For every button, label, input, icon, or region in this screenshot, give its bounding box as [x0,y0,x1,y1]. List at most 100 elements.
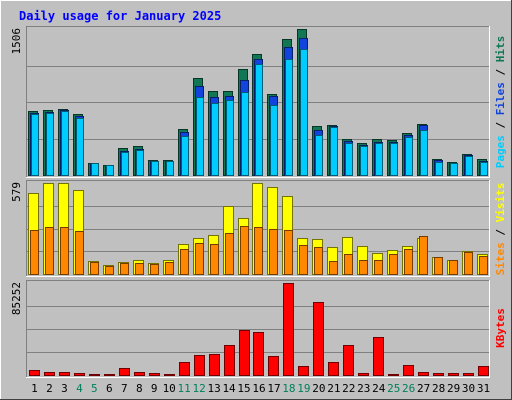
day-label: 11 [178,382,191,395]
bar-kbytes-day-1 [29,370,40,376]
bar-sites-day-2 [45,227,54,275]
day-label: 7 [121,382,128,395]
bar-sites-day-26 [404,249,413,275]
bar-sites-day-16 [254,227,263,275]
bar-pages-day-18 [285,59,293,176]
day-label: 31 [477,382,490,395]
day-label: 20 [312,382,325,395]
day-label: 17 [267,382,280,395]
bar-sites-day-24 [374,260,383,275]
bar-kbytes-day-2 [44,372,55,376]
day-label: 12 [193,382,206,395]
bar-sites-day-18 [284,230,293,275]
bar-kbytes-day-15 [239,330,250,376]
day-label: 24 [372,382,386,395]
max-value-label: 85252 [10,282,23,315]
day-label: 5 [91,382,98,395]
day-label: 4 [76,382,83,395]
bar-pages-day-2 [46,113,54,176]
bar-sites-day-8 [135,263,144,275]
bar-sites-day-29 [449,260,458,275]
bar-pages-day-19 [300,49,308,176]
day-label: 19 [297,382,310,395]
legend-entry-pages: Pages [494,135,507,168]
panel-middle: 579 Sites / Visits [10,180,507,277]
day-label: 27 [417,382,430,395]
bar-kbytes-day-28 [433,373,444,376]
bar-kbytes-day-19 [298,366,309,376]
bar-pages-day-5 [91,163,99,176]
day-label: 1 [31,382,38,395]
bar-pages-day-31 [480,162,488,176]
bars [28,29,488,176]
bar-sites-day-4 [75,231,84,275]
bar-sites-day-14 [225,233,234,275]
bar-pages-day-11 [181,136,189,176]
bar-kbytes-day-11 [179,362,190,376]
day-label: 10 [163,382,176,395]
bar-sites-day-27 [419,236,428,275]
bar-kbytes-day-24 [373,337,384,376]
bar-pages-day-14 [226,100,234,176]
day-label: 14 [222,382,236,395]
bar-sites-day-19 [299,245,308,275]
day-label: 16 [252,382,265,395]
bar-sites-day-10 [165,262,174,275]
bar-sites-day-12 [195,243,204,275]
bar-kbytes-day-8 [134,372,145,376]
bar-kbytes-day-23 [358,373,369,376]
bar-sites-day-15 [240,226,249,275]
bar-sites-day-6 [105,266,114,275]
bar-kbytes-day-5 [89,374,100,376]
day-label: 21 [327,382,340,395]
bar-kbytes-day-20 [313,302,324,376]
bar-kbytes-day-12 [194,355,205,376]
bar-kbytes-day-25 [388,374,399,376]
legend-entry-kbytes: KBytes [494,308,507,348]
day-label: 25 [387,382,400,395]
day-label: 15 [237,382,250,395]
legend-separator: / [494,115,507,135]
bar-pages-day-29 [450,163,458,176]
panel-top: 1506 Pages / Files / Hits [10,26,507,178]
day-label: 8 [136,382,143,395]
bar-kbytes-day-26 [403,365,414,376]
day-label: 9 [151,382,158,395]
bar-pages-day-20 [315,135,323,176]
bar-kbytes-day-22 [343,345,354,376]
bar-sites-day-25 [389,254,398,275]
bar-pages-day-30 [465,156,473,176]
bar-pages-day-16 [255,64,263,176]
day-label: 3 [61,382,68,395]
bar-kbytes-day-29 [448,373,459,376]
bar-pages-day-4 [76,118,84,176]
legend-entry-sites: Sites [494,242,507,275]
bar-pages-day-26 [405,137,413,176]
bar-pages-day-3 [61,111,69,176]
panel-bottom: 85252 KBytes [10,280,507,378]
bars [28,183,488,275]
bar-kbytes-day-9 [149,373,160,376]
bar-kbytes-day-17 [268,356,279,376]
bar-sites-day-7 [120,263,129,275]
legend-entry-visits: Visits [494,183,507,223]
bar-kbytes-day-4 [74,373,85,376]
bar-sites-day-3 [60,227,69,275]
bar-pages-day-28 [435,162,443,176]
bar-sites-day-28 [434,257,443,275]
max-value-label: 1506 [10,28,23,55]
bar-pages-day-9 [151,161,159,176]
bar-kbytes-day-6 [104,374,115,376]
bar-kbytes-day-3 [59,372,70,376]
bar-pages-day-12 [196,97,204,176]
day-label: 18 [282,382,295,395]
legend-entry-files: Files [494,82,507,115]
bar-pages-day-7 [121,152,129,176]
bar-sites-day-5 [90,262,99,275]
day-label: 22 [342,382,355,395]
bar-kbytes-day-31 [478,366,489,376]
bar-sites-day-20 [314,247,323,275]
bar-pages-day-27 [420,130,428,176]
bar-pages-day-8 [136,150,144,176]
